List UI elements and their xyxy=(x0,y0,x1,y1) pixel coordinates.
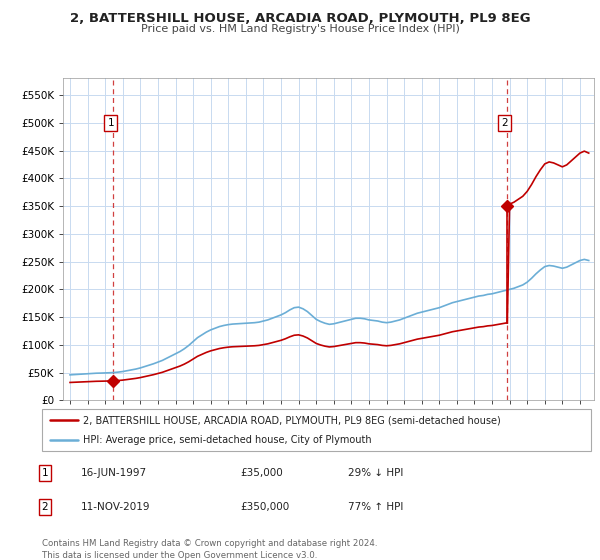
FancyBboxPatch shape xyxy=(42,409,591,451)
Text: 29% ↓ HPI: 29% ↓ HPI xyxy=(348,468,403,478)
Text: 1: 1 xyxy=(107,118,114,128)
Text: 16-JUN-1997: 16-JUN-1997 xyxy=(81,468,147,478)
Text: HPI: Average price, semi-detached house, City of Plymouth: HPI: Average price, semi-detached house,… xyxy=(83,435,372,445)
Text: £35,000: £35,000 xyxy=(240,468,283,478)
Text: 2: 2 xyxy=(502,118,508,128)
Text: Contains HM Land Registry data © Crown copyright and database right 2024.
This d: Contains HM Land Registry data © Crown c… xyxy=(42,539,377,559)
Text: 2, BATTERSHILL HOUSE, ARCADIA ROAD, PLYMOUTH, PL9 8EG: 2, BATTERSHILL HOUSE, ARCADIA ROAD, PLYM… xyxy=(70,12,530,25)
Text: Price paid vs. HM Land Registry's House Price Index (HPI): Price paid vs. HM Land Registry's House … xyxy=(140,24,460,34)
Text: 2, BATTERSHILL HOUSE, ARCADIA ROAD, PLYMOUTH, PL9 8EG (semi-detached house): 2, BATTERSHILL HOUSE, ARCADIA ROAD, PLYM… xyxy=(83,415,501,425)
Text: 11-NOV-2019: 11-NOV-2019 xyxy=(81,502,151,512)
Text: 2: 2 xyxy=(41,502,49,512)
Text: 1: 1 xyxy=(41,468,49,478)
Text: 77% ↑ HPI: 77% ↑ HPI xyxy=(348,502,403,512)
Text: £350,000: £350,000 xyxy=(240,502,289,512)
